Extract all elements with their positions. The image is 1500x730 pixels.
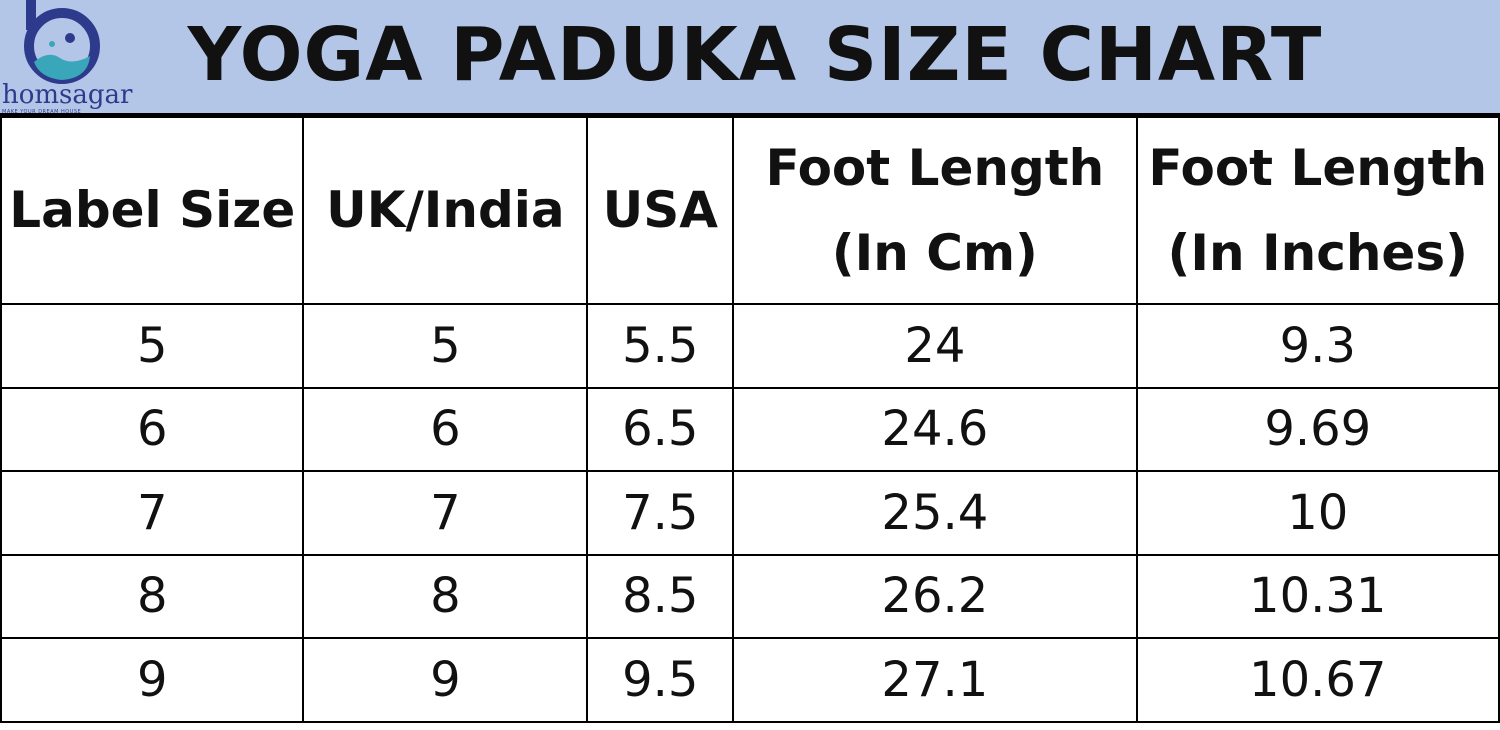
table-row: 9 9 9.5 27.1 10.67 [0, 637, 1500, 723]
table-cell: 5 [302, 303, 589, 389]
table-cell: 24.6 [732, 386, 1138, 472]
table-cell: 27.1 [732, 637, 1138, 723]
table-row: 7 7 7.5 25.4 10 [0, 470, 1500, 556]
column-header: USA [586, 116, 735, 305]
table-cell: 10.31 [1135, 553, 1500, 639]
table-cell: 7 [302, 470, 589, 556]
table-cell: 10 [1135, 470, 1500, 556]
table-cell: 6 [302, 386, 589, 472]
table-cell: 26.2 [732, 553, 1138, 639]
table-row: 5 5 5.5 24 9.3 [0, 303, 1500, 389]
table-cell: 6 [0, 386, 305, 472]
table-cell: 9.5 [586, 637, 735, 723]
logo-text: homsagar [2, 80, 133, 110]
table-cell: 25.4 [732, 470, 1138, 556]
table-cell: 8.5 [586, 553, 735, 639]
header-row: Label Size UK/India USA Foot Length (In Cm)… [0, 116, 1500, 305]
title-banner: homsagar MAKE YOUR DREAM HOUSE YOGA PADU… [0, 0, 1500, 116]
table-cell: 24 [732, 303, 1138, 389]
table-row: 6 6 6.5 24.6 9.69 [0, 386, 1500, 472]
homsagar-logo: homsagar MAKE YOUR DREAM HOUSE [0, 0, 135, 118]
table-cell: 5.5 [586, 303, 735, 389]
table-cell: 9 [302, 637, 589, 723]
page-title: YOGA PADUKA SIZE CHART [187, 12, 1323, 98]
table-cell: 7.5 [586, 470, 735, 556]
table-cell: 8 [0, 553, 305, 639]
column-header: Foot Length (In Inches) [1135, 116, 1500, 305]
table-cell: 9 [0, 637, 305, 723]
column-header: Foot Length (In Cm) [732, 116, 1138, 305]
logo-tagline: MAKE YOUR DREAM HOUSE [2, 109, 82, 115]
table-cell: 9.3 [1135, 303, 1500, 389]
table-cell: 10.67 [1135, 637, 1500, 723]
column-header: UK/India [302, 116, 589, 305]
table-cell: 8 [302, 553, 589, 639]
size-chart-table: Label Size UK/India USA Foot Length (In Cm)… [0, 116, 1500, 723]
table-cell: 5 [0, 303, 305, 389]
table-cell: 6.5 [586, 386, 735, 472]
column-header: Label Size [0, 116, 305, 305]
table-cell: 7 [0, 470, 305, 556]
table-cell: 9.69 [1135, 386, 1500, 472]
table-row: 8 8 8.5 26.2 10.31 [0, 553, 1500, 639]
